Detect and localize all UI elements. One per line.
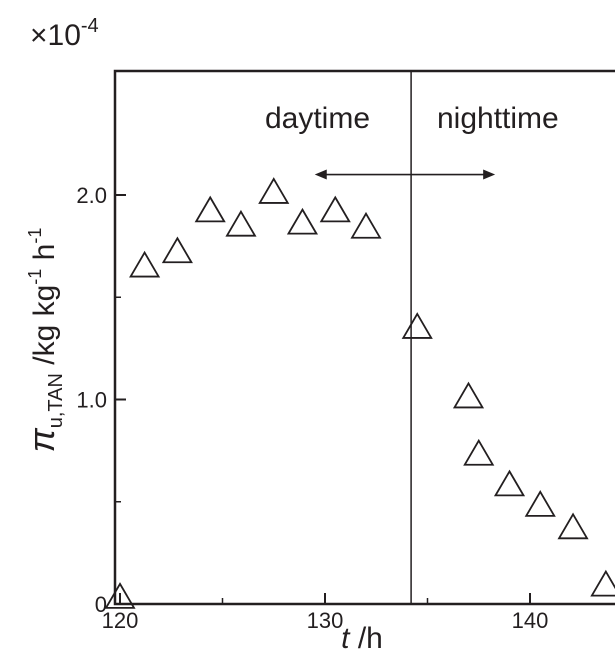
data-point-triangle xyxy=(104,582,136,609)
multiplier-base: ×10 xyxy=(30,19,81,52)
y-axis-unit-a: /kg kg xyxy=(28,285,61,373)
data-point-triangle xyxy=(161,236,193,264)
data-point-triangle xyxy=(493,469,526,497)
y-axis-unit-b: h xyxy=(28,244,61,269)
data-point-triangle xyxy=(401,312,433,339)
axis-ticks xyxy=(115,194,531,605)
data-point-triangle xyxy=(590,569,615,597)
y-tick-label: 1.0 xyxy=(76,388,107,413)
multiplier-exponent: -4 xyxy=(81,15,99,37)
arrow-head-right xyxy=(483,169,496,180)
tick-labels: 120 130 140 0 1.0 2.0 xyxy=(76,183,548,633)
x-tick-label: 120 xyxy=(102,608,139,633)
data-point-triangle xyxy=(319,195,351,223)
x-tick-label: 130 xyxy=(307,608,344,633)
nighttime-label: nighttime xyxy=(437,102,559,135)
axis-multiplier: ×10-4 xyxy=(30,15,99,52)
y-axis-symbol: π xyxy=(21,427,62,452)
y-axis-sup2: -1 xyxy=(25,228,45,244)
data-point-triangle xyxy=(258,177,290,204)
daytime-label: daytime xyxy=(265,102,370,135)
x-axis-title: t /h xyxy=(341,622,383,655)
data-point-triangle xyxy=(524,490,556,517)
data-point-triangle xyxy=(129,250,161,278)
data-point-triangle xyxy=(452,381,485,409)
data-point-triangle xyxy=(463,438,495,466)
y-axis-subscript: u,TAN xyxy=(45,373,67,428)
data-point-triangle xyxy=(286,207,319,235)
data-point-triangle xyxy=(350,211,382,239)
x-tick-label: 140 xyxy=(512,608,549,633)
data-point-triangle xyxy=(194,195,226,223)
data-points xyxy=(104,177,615,609)
data-point-triangle xyxy=(225,209,257,237)
x-axis-unit: /h xyxy=(349,622,382,655)
y-axis-sup1: -1 xyxy=(25,269,45,285)
y-tick-label: 2.0 xyxy=(76,183,107,208)
data-point-triangle xyxy=(557,512,589,540)
y-axis-title: πu,TAN /kg kg-1 h-1 xyxy=(21,228,67,453)
y-tick-label: 0 xyxy=(95,592,107,617)
double-arrow xyxy=(314,169,496,180)
plot-frame xyxy=(113,69,615,606)
x-axis-variable: t xyxy=(341,622,351,655)
arrow-head-left xyxy=(314,169,327,180)
